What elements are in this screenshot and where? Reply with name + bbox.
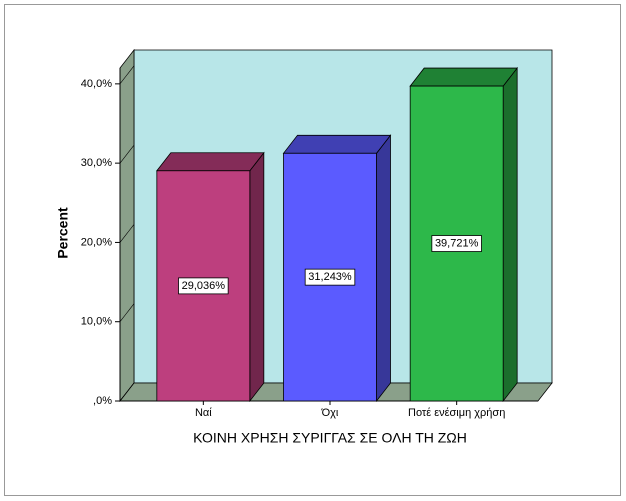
bar-top <box>409 67 518 87</box>
value-label-box <box>304 268 356 286</box>
y-tick-label: 30,0% <box>81 157 112 169</box>
y-axis-title: Percent <box>55 207 71 259</box>
x-tick-label: Ναί <box>195 407 212 419</box>
x-tick-label: Όχι <box>321 407 339 419</box>
y-tick-label: 10,0% <box>81 316 112 328</box>
wall-grid-line <box>119 224 135 243</box>
wall-grid-line <box>119 65 135 85</box>
y-tick-label: 20,0% <box>81 236 112 248</box>
value-label: 31,243% <box>308 271 352 283</box>
bar-side <box>249 151 265 403</box>
bar-top <box>282 134 392 154</box>
value-label-box <box>178 277 229 295</box>
y-tick-label: 40,0% <box>81 78 112 90</box>
bar-side <box>502 66 518 403</box>
wall-grid-line <box>119 303 135 322</box>
wall-grid-line <box>119 382 135 402</box>
value-label: 39,721% <box>435 237 479 249</box>
x-axis-title: ΚΟΙΝΗ ΧΡΗΣΗ ΣΥΡΙΓΓΑΣ ΣΕ ΟΛΗ ΤΗ ΖΩΗ <box>193 430 467 446</box>
bar-top <box>156 152 265 172</box>
y-tick-label: ,0% <box>93 395 112 407</box>
bar-side <box>376 134 391 403</box>
wall-grid-line <box>119 144 135 164</box>
value-label: 29,036% <box>182 280 226 292</box>
value-label-box <box>431 235 482 252</box>
x-tick-label: Ποτέ ενέσιμη χρήση <box>408 407 505 419</box>
side-wall <box>119 48 135 403</box>
